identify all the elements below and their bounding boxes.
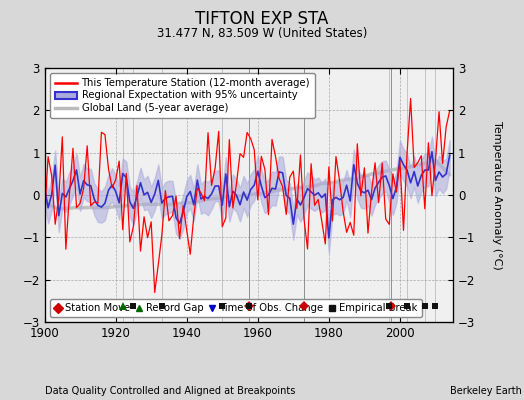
Text: 31.477 N, 83.509 W (United States): 31.477 N, 83.509 W (United States) — [157, 27, 367, 40]
Text: TIFTON EXP STA: TIFTON EXP STA — [195, 10, 329, 28]
Text: Berkeley Earth: Berkeley Earth — [450, 386, 521, 396]
Text: Data Quality Controlled and Aligned at Breakpoints: Data Quality Controlled and Aligned at B… — [45, 386, 295, 396]
Legend: Station Move, Record Gap, Time of Obs. Change, Empirical Break: Station Move, Record Gap, Time of Obs. C… — [50, 299, 422, 317]
Y-axis label: Temperature Anomaly (°C): Temperature Anomaly (°C) — [492, 121, 502, 269]
